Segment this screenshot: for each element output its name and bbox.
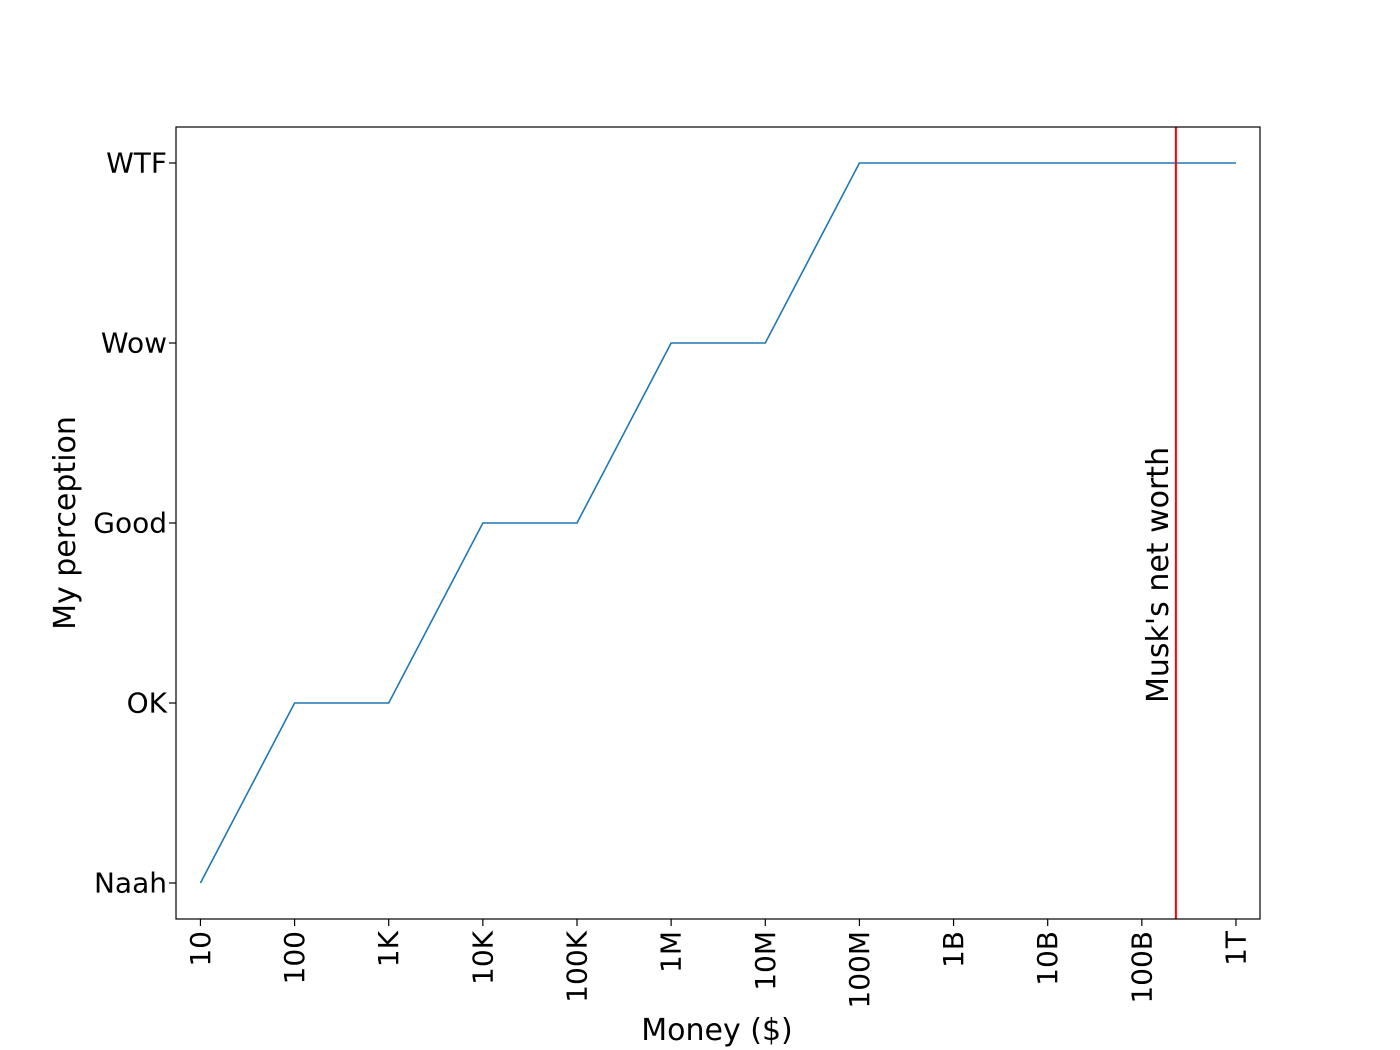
x-tick-label-2: 1K [372,930,405,967]
annotation-label-0: Musk's net worth [1141,447,1176,703]
x-tick-label-11: 1T [1219,930,1252,966]
y-tick-label-3: Wow [101,327,167,360]
x-tick-label-0: 10 [184,931,217,967]
y-tick-label-1: OK [127,687,168,720]
x-tick-label-3: 10K [466,930,499,985]
x-axis-label: Money ($) [641,1013,793,1048]
series-line-0 [199,162,1236,884]
x-tick-label-5: 1M [655,931,688,973]
y-tick-label-2: Good [93,507,167,540]
y-tick-label-0: Naah [94,867,167,900]
x-tick-label-8: 1B [937,931,970,968]
x-tick-label-4: 100K [561,930,594,1002]
x-tick-label-9: 10B [1031,931,1064,986]
x-tick-label-1: 100 [278,931,311,984]
x-tick-label-6: 10M [749,931,782,991]
y-axis-label: My perception [48,416,83,630]
plot-area: Musk's net worth 10 100 1K 10K 100K 1M 10M 100M 1… [93,126,1261,1009]
x-tick-label-10: 100B [1125,931,1158,1004]
x-tick-label-7: 100M [843,931,876,1009]
y-tick-label-4: WTF [106,147,167,180]
